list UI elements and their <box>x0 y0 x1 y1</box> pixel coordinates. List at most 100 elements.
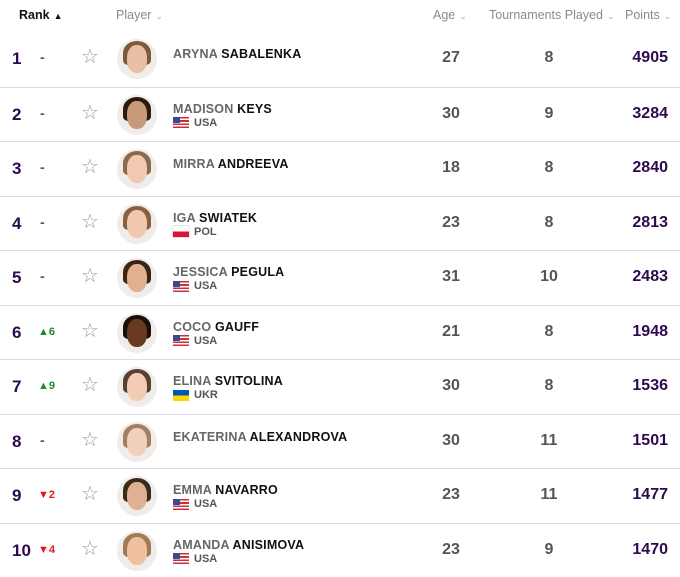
rank-movement: ▼2 <box>38 489 56 501</box>
flag-icon <box>173 498 189 510</box>
chevron-down-icon: ⌄ <box>663 11 672 21</box>
chevron-down-icon: ⌄ <box>459 11 467 21</box>
age: 23 <box>442 486 460 503</box>
player-name[interactable]: COCO GAUFF <box>173 319 260 334</box>
points: 1948 <box>632 322 668 340</box>
player-name[interactable]: ELINA SVITOLINA <box>173 374 283 388</box>
avatar <box>117 421 157 462</box>
avatar <box>117 39 157 79</box>
flag-icon <box>173 226 189 237</box>
flag-icon <box>173 553 189 564</box>
avatar <box>117 530 157 571</box>
player-name[interactable]: ARYNA SABALENKA <box>173 47 302 61</box>
sort-age[interactable]: Age ⌄ <box>433 8 467 22</box>
star-icon[interactable]: ☆ <box>81 374 99 396</box>
player-name[interactable]: AMANDA ANISIMOVA <box>173 537 305 552</box>
table-row[interactable]: 3 - ☆ MIRRA ANDREEVA 18 8 2840 <box>0 141 680 196</box>
sort-player[interactable]: Player ⌄ <box>116 8 163 22</box>
star-icon[interactable]: ☆ <box>81 265 99 287</box>
tournaments-played: 8 <box>544 159 554 176</box>
points: 1536 <box>632 377 668 394</box>
player-name[interactable]: EKATERINA ALEXANDROVA <box>173 429 348 444</box>
rank: 5 <box>12 268 22 287</box>
star-icon[interactable]: ☆ <box>81 101 99 124</box>
rank-movement: ▼4 <box>38 543 56 556</box>
tournaments-played: 11 <box>540 486 558 503</box>
sort-tournaments[interactable]: Tournaments Played ⌄ <box>489 8 615 22</box>
rank-movement: ▲6 <box>38 325 56 338</box>
age: 18 <box>442 159 460 176</box>
rank: 8 <box>12 431 22 451</box>
player-name[interactable]: IGA SWIATEK <box>173 210 258 225</box>
player-name[interactable]: MIRRA ANDREEVA <box>173 157 289 171</box>
age: 27 <box>442 49 460 66</box>
table-row[interactable]: 2 - ☆ MADISON KEYS USA 30 9 3284 <box>0 86 680 142</box>
age: 23 <box>442 540 460 558</box>
table-row[interactable]: 7 ▲9 ☆ ELINA SVITOLINA UKR 30 8 1536 <box>0 359 680 414</box>
rank: 7 <box>12 377 22 396</box>
country: USA <box>173 117 217 129</box>
chevron-down-icon: ⌄ <box>606 11 615 21</box>
avatar <box>117 149 157 189</box>
points: 1477 <box>632 486 668 503</box>
star-icon[interactable]: ☆ <box>81 428 99 451</box>
rank: 4 <box>12 213 22 233</box>
avatar <box>117 94 157 135</box>
table-row[interactable]: 5 - ☆ JESSICA PEGULA USA 31 10 2483 <box>0 250 680 305</box>
chevron-up-icon: ▲ <box>53 11 63 21</box>
star-icon[interactable]: ☆ <box>81 46 99 68</box>
points: 3284 <box>632 104 668 122</box>
points: 2483 <box>632 268 668 285</box>
table-row[interactable]: 1 - ☆ ARYNA SABALENKA 27 8 4905 <box>0 32 680 87</box>
table-header: Rank ▲ Player ⌄ Age ⌄ Tournaments Played ⌄ P… <box>0 0 680 32</box>
table-row[interactable]: 6 ▲6 ☆ COCO GAUFF USA 21 8 1948 <box>0 304 680 360</box>
star-icon[interactable]: ☆ <box>81 156 99 178</box>
flag-icon <box>173 335 189 346</box>
rank: 1 <box>12 49 22 68</box>
age: 31 <box>442 268 460 285</box>
tournaments-played: 9 <box>544 104 554 122</box>
table-row[interactable]: 10 ▼4 ☆ AMANDA ANISIMOVA USA 23 9 1470 <box>0 522 680 577</box>
rank-movement: - <box>40 159 45 175</box>
flag-icon <box>173 389 189 401</box>
country: USA <box>173 498 217 510</box>
points: 1501 <box>632 431 668 449</box>
points: 2840 <box>632 159 668 176</box>
sort-rank[interactable]: Rank ▲ <box>19 8 63 22</box>
flag-icon <box>173 280 189 292</box>
points: 1470 <box>632 540 668 558</box>
country: USA <box>173 335 217 347</box>
tournaments-played: 11 <box>540 431 558 449</box>
table-row[interactable]: 8 - ☆ EKATERINA ALEXANDROVA 30 11 1501 <box>0 413 680 469</box>
star-icon[interactable]: ☆ <box>81 210 99 233</box>
age: 21 <box>442 322 460 340</box>
sort-points[interactable]: Points ⌄ <box>625 8 672 22</box>
player-name[interactable]: MADISON KEYS <box>173 101 272 116</box>
star-icon[interactable]: ☆ <box>81 537 99 560</box>
player-name[interactable]: JESSICA PEGULA <box>173 265 285 279</box>
player-name[interactable]: EMMA NAVARRO <box>173 483 278 497</box>
avatar <box>117 312 157 353</box>
country: USA <box>173 553 217 565</box>
tournaments-played: 10 <box>540 268 558 285</box>
rank: 2 <box>12 104 22 124</box>
rank: 6 <box>12 322 22 342</box>
tournaments-played: 8 <box>544 49 554 66</box>
age: 30 <box>442 104 460 122</box>
tournaments-played: 9 <box>544 540 554 558</box>
rank-movement: - <box>40 431 45 448</box>
rank: 3 <box>12 159 22 178</box>
avatar <box>117 476 157 516</box>
tournaments-played: 8 <box>544 377 554 394</box>
age: 23 <box>442 213 460 231</box>
rank-movement: - <box>40 268 45 284</box>
star-icon[interactable]: ☆ <box>81 483 99 505</box>
rank-movement: - <box>40 104 45 121</box>
table-row[interactable]: 9 ▼2 ☆ EMMA NAVARRO USA 23 11 1477 <box>0 468 680 523</box>
table-row[interactable]: 4 - ☆ IGA SWIATEK POL 23 8 2813 <box>0 195 680 251</box>
age: 30 <box>442 431 460 449</box>
star-icon[interactable]: ☆ <box>81 319 99 342</box>
avatar <box>117 367 157 407</box>
rank-movement: - <box>40 213 45 230</box>
